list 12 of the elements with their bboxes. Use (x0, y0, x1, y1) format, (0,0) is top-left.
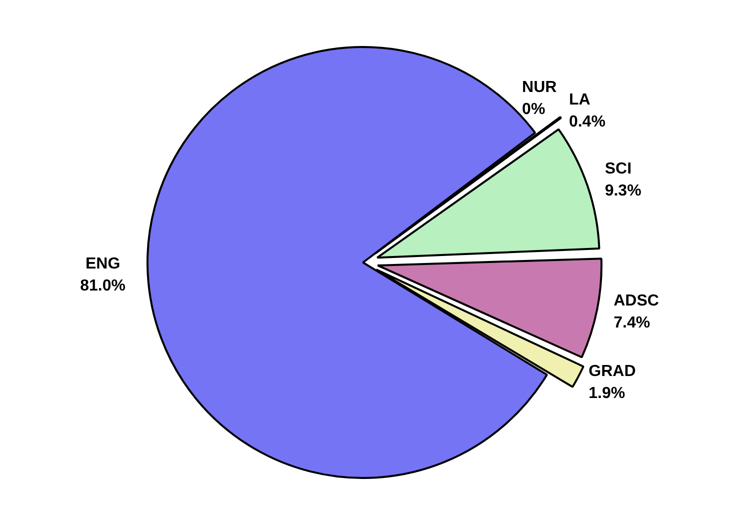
data-label: 81.0% (80, 278, 126, 295)
category-label: NUR (522, 79, 557, 96)
slice-label: SCI (604, 160, 632, 178)
data-label: 1.9% (588, 384, 626, 402)
slice-label: ADSC (614, 292, 660, 310)
text: 0% (522, 101, 546, 118)
data-label: 7.4% (614, 314, 650, 332)
slice-label: LA (568, 92, 591, 109)
data-label: 0.4% (568, 114, 606, 131)
slice-label: GRAD (588, 362, 636, 380)
data-label: 9.3% (604, 182, 642, 200)
slice-label: ENG (85, 256, 120, 273)
